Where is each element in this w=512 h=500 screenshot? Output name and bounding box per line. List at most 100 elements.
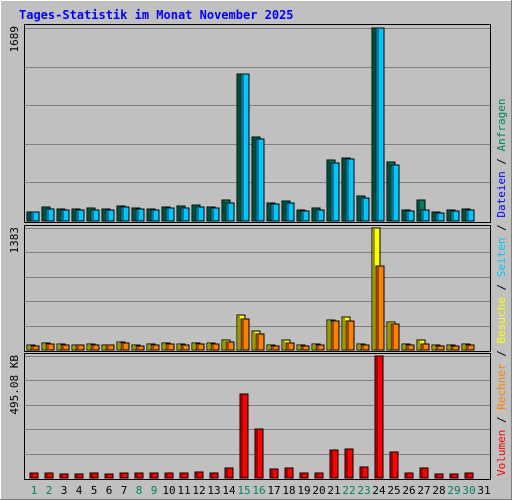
bar-shadow [133, 209, 135, 220]
bar-shadow [212, 345, 214, 349]
bar-volumen-day-29 [449, 473, 459, 479]
bar-fill [149, 472, 159, 479]
panel-top: 1689 [8, 24, 491, 223]
bar-rechner-day-13 [210, 343, 220, 351]
bar-fill [29, 472, 39, 479]
bar-shadow [257, 335, 259, 349]
x-tick-label-day-5: 5 [91, 484, 98, 497]
bar-shadow [316, 474, 318, 477]
legend-item: Rechner [495, 363, 508, 410]
bar-shadow [343, 159, 345, 220]
panel-frame [24, 353, 491, 480]
bar-fill [270, 345, 280, 351]
y-axis-max-label: 1383 [8, 227, 21, 254]
x-tick-label-day-1: 1 [31, 484, 38, 497]
bar-shadow [302, 347, 304, 349]
bar-rechner-day-17 [270, 345, 280, 351]
bar-rechner-day-8 [135, 345, 145, 351]
bar-shadow [122, 208, 124, 220]
chart-legend: Volumen / Rechner / Besuche / Seiten / D… [495, 98, 508, 476]
bar-rechner-day-27 [420, 343, 430, 351]
bar-dateien-day-16 [255, 138, 265, 222]
bar-fill [164, 472, 174, 479]
bar-volumen-day-28 [434, 473, 444, 479]
bar-volumen-day-17 [269, 468, 279, 479]
bar-shadow [407, 212, 409, 220]
bar-volumen-day-26 [404, 472, 414, 479]
bar-fill [435, 345, 445, 351]
bar-fill [420, 343, 430, 351]
bar-fill [120, 206, 130, 222]
bar-rechner-day-6 [105, 344, 115, 351]
bar-shadow [31, 474, 33, 477]
bar-fill [180, 344, 190, 351]
bar-shadow [433, 213, 435, 220]
legend-item: Besuche [495, 297, 508, 343]
bar-rechner-day-22 [345, 320, 355, 351]
bar-shadow [373, 229, 375, 349]
bar-shadow [452, 347, 454, 349]
bar-dateien-day-15 [240, 73, 250, 222]
bar-volumen-day-22 [344, 448, 354, 479]
x-tick-label-day-10: 10 [162, 484, 175, 497]
bar-shadow [32, 213, 34, 220]
x-tick-label-day-28: 28 [432, 484, 445, 497]
x-tick-label-day-31: 31 [477, 484, 490, 497]
bar-dateien-day-1 [30, 211, 40, 222]
bar-shadow [332, 322, 334, 349]
bar-fill [359, 466, 369, 479]
x-tick-label-day-27: 27 [417, 484, 430, 497]
bar-shadow [256, 430, 258, 477]
bar-shadow [151, 474, 153, 477]
bar-dateien-day-25 [390, 164, 400, 222]
bar-fill [104, 473, 114, 479]
bar-fill [314, 472, 324, 479]
bar-fill [389, 451, 399, 479]
bar-shadow [62, 211, 64, 220]
bar-dateien-day-28 [435, 212, 445, 222]
x-tick-label-day-8: 8 [136, 484, 143, 497]
x-tick-label-day-3: 3 [61, 484, 68, 497]
bar-shadow [388, 163, 390, 220]
bar-shadow [148, 210, 150, 220]
bar-rechner-day-29 [450, 345, 460, 351]
bar-fill [165, 343, 175, 351]
bar-fill [315, 344, 325, 351]
bar-rechner-day-4 [75, 344, 85, 351]
bar-rechner-day-15 [240, 318, 250, 351]
bar-volumen-day-7 [119, 472, 129, 479]
bar-shadow [358, 345, 360, 349]
bar-fill [45, 343, 55, 351]
bar-rechner-day-5 [90, 344, 100, 351]
bar-rechner-day-14 [225, 341, 235, 351]
bar-shadow [28, 213, 30, 220]
bar-dateien-day-24 [375, 27, 385, 222]
y-axis-max-label: 1689 [8, 26, 21, 53]
bar-volumen-day-19 [299, 472, 309, 479]
bar-dateien-day-11 [180, 207, 190, 222]
bar-shadow [148, 345, 150, 349]
bar-shadow [391, 453, 393, 477]
bar-shadow [463, 345, 465, 349]
bar-fill [135, 345, 145, 351]
bar-fill [45, 208, 55, 222]
panel-middle: 1383 [8, 225, 491, 352]
bar-fill [390, 164, 400, 222]
bar-volumen-day-25 [389, 451, 399, 479]
bar-shadow [137, 210, 139, 220]
bar-fill [119, 472, 129, 479]
bar-shadow [448, 211, 450, 220]
x-tick-label-day-26: 26 [402, 484, 415, 497]
x-tick-label-day-24: 24 [372, 484, 386, 497]
bar-fill [150, 209, 160, 222]
bar-fill [224, 467, 234, 479]
bar-shadow [137, 347, 139, 349]
bar-rechner-day-12 [195, 343, 205, 351]
bar-shadow [118, 343, 120, 349]
bar-shadow [377, 29, 379, 220]
bar-volumen-day-12 [194, 471, 204, 479]
bar-shadow [193, 344, 195, 349]
bar-shadow [197, 345, 199, 349]
bar-dateien-day-20 [315, 209, 325, 222]
